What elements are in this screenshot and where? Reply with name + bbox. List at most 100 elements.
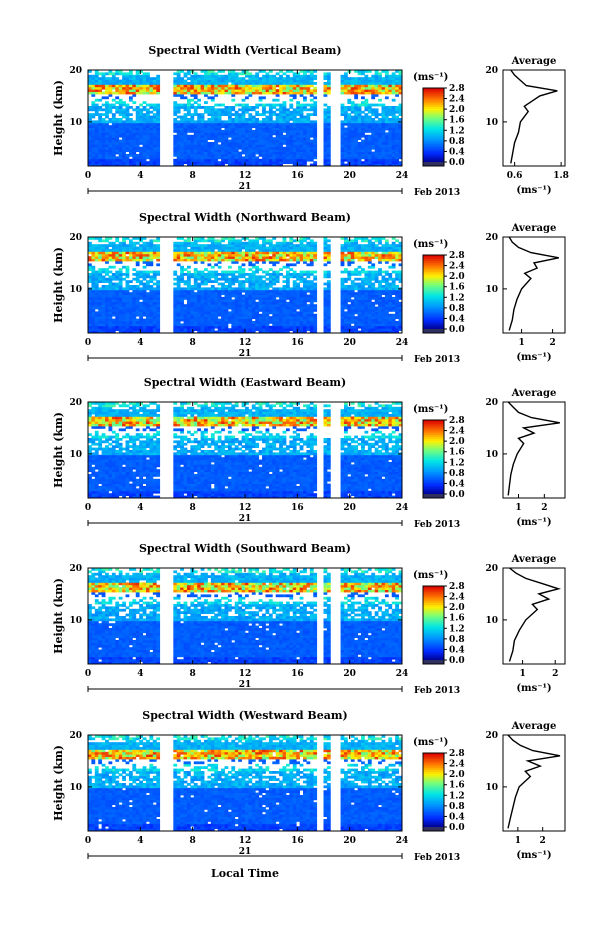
heatmap-cell [367,146,372,150]
heatmap-cell [255,89,260,92]
heatmap-cell [146,79,150,83]
heatmap-cell [125,313,130,317]
heatmap-cell [101,316,106,319]
heatmap-cell [265,103,270,107]
heatmap-cell [268,277,273,281]
heatmap-cell [214,158,219,162]
heatmap-cell [105,161,109,164]
heatmap-cell [303,86,307,90]
heatmap-cell [224,158,229,162]
heatmap-cell [234,249,239,252]
heatmap-cell [210,321,215,324]
heatmap-cell [207,258,212,262]
heatmap-cell [156,149,161,152]
heatmap-cell [200,89,205,92]
heatmap-cell [193,151,198,155]
heatmap-cell [241,313,246,317]
heatmap-cell [227,251,232,255]
heatmap-cell [88,292,92,295]
heatmap-cell [105,246,109,250]
heatmap-cell [398,127,403,131]
heatmap-cell [156,77,161,80]
heatmap-cell [245,297,249,300]
heatmap-cell [221,77,225,80]
heatmap-cell [234,82,239,85]
heatmap-cell [115,118,120,121]
heatmap-cell [231,74,236,78]
heatmap-cell [378,144,382,148]
heatmap-cell [88,156,92,160]
heatmap-cell [340,74,345,78]
heatmap-cell [275,287,280,291]
heatmap-cell [323,125,328,128]
heatmap-cell [142,72,147,76]
heatmap-cell [361,161,365,164]
heatmap-cell [227,151,232,155]
heatmap-cell [299,161,304,164]
heatmap-cell [268,301,273,305]
heatmap-cell [255,318,260,322]
heatmap-cell [91,323,96,327]
heatmap-cell [128,285,133,288]
heatmap-cell [118,156,123,160]
heatmap-cell [245,96,249,100]
heatmap-cell [214,146,219,150]
heatmap-cell [255,74,260,78]
heatmap-cell [139,86,144,90]
heatmap-cell [289,142,294,145]
heatmap-cell [149,304,154,307]
heatmap-cell [285,263,290,267]
heatmap-cell [234,110,239,114]
heatmap-cell [197,253,202,257]
heatmap-cell [285,265,290,269]
heatmap-cell [313,321,318,324]
heatmap-cell [217,325,222,329]
heatmap-cell [272,301,277,305]
heatmap-cell [176,120,181,124]
heatmap-cell [275,241,280,245]
heatmap-cell [224,292,229,295]
heatmap-cell [395,144,399,148]
heatmap-cell [193,120,198,124]
heatmap-cell [248,318,253,322]
heatmap-cell [367,125,372,128]
heatmap [88,70,403,167]
heatmap-cell [326,110,331,114]
heatmap-cell [374,149,379,152]
heatmap-cell [204,79,208,83]
heatmap-cell [265,149,270,152]
heatmap-cell [207,256,212,259]
heatmap-cell [176,323,181,327]
y-axis-label: Height (km) [52,80,65,156]
heatmap-cell [323,77,328,80]
heatmap-cell [139,239,144,243]
heatmap-cell [391,151,396,155]
heatmap-cell [176,82,181,85]
heatmap-cell [231,237,236,240]
heatmap-cell [340,79,345,83]
heatmap-cell [248,130,253,133]
heatmap-cell [142,79,147,83]
heatmap-cell [384,151,389,155]
heatmap-cell [378,161,382,164]
heatmap-cell [275,134,280,138]
heatmap-cell [364,79,369,83]
heatmap-cell [272,163,277,167]
heatmap-cell [200,84,205,88]
heatmap-cell [285,244,290,247]
heatmap-cell [268,74,273,78]
heatmap-cell [142,299,147,303]
heatmap-cell [98,268,103,271]
heatmap-cell [299,139,304,143]
heatmap-cell [135,263,140,267]
heatmap-cell [262,270,266,274]
heatmap-cell [299,120,304,124]
heatmap-cell [88,263,92,267]
heatmap-cell [384,161,389,164]
heatmap-cell [354,103,359,107]
heatmap-cell [101,285,106,288]
heatmap-cell [279,246,283,250]
heatmap-cell [183,313,188,317]
heatmap-cell [265,321,270,324]
heatmap-cell [309,151,314,155]
